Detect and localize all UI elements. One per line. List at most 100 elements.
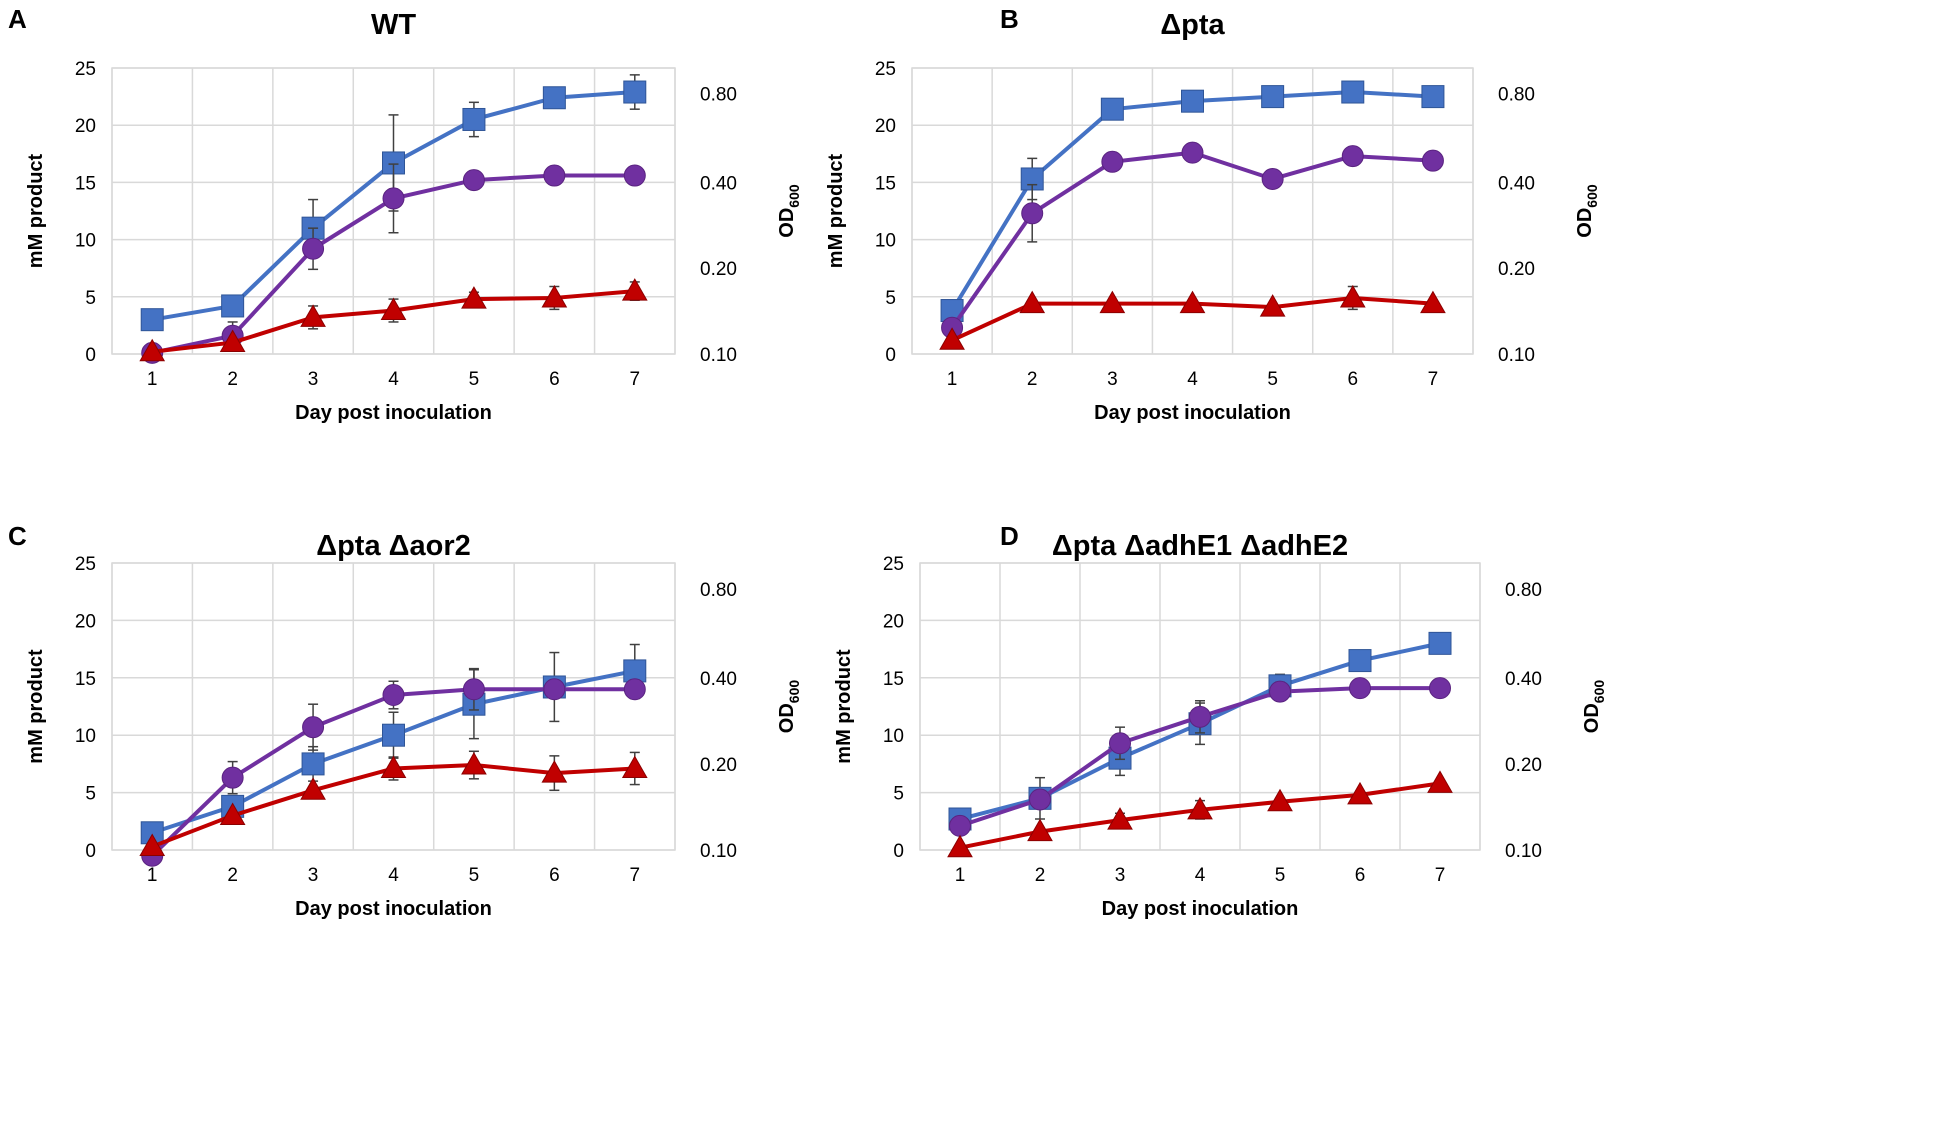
chart-title: WT — [371, 9, 416, 41]
series-purple-circles — [141, 667, 646, 867]
data-point-circle — [1429, 677, 1451, 700]
data-point-triangle — [541, 284, 568, 308]
data-point-circle — [462, 169, 485, 192]
data-point-circle — [949, 814, 971, 837]
data-point-triangle — [939, 327, 965, 350]
data-point-square — [1181, 89, 1204, 113]
data-point-circle — [1269, 680, 1291, 703]
series-purple-circles — [141, 163, 646, 364]
y-tick-label: 0 — [893, 841, 904, 862]
y2-axis-label-sub: 600 — [1591, 680, 1607, 704]
x-tick-label: 2 — [1035, 865, 1046, 886]
chart-title: Δpta — [1160, 9, 1225, 41]
data-point-triangle — [1099, 290, 1126, 314]
x-tick-label: 1 — [147, 369, 158, 390]
data-point-circle — [302, 237, 325, 260]
data-point-triangle — [461, 286, 487, 309]
x-tick-label: 7 — [1428, 369, 1439, 390]
data-point-circle — [1029, 788, 1051, 811]
y2-axis-label-main: OD — [776, 703, 798, 733]
x-tick-label: 6 — [549, 865, 560, 886]
x-tick-label: 6 — [1355, 865, 1366, 886]
chart-title: Δpta ΔadhE1 ΔadhE2 — [1052, 530, 1348, 562]
x-tick-label: 5 — [469, 369, 480, 390]
series-red-triangles — [947, 770, 1453, 858]
y-tick-label: 5 — [885, 288, 896, 309]
data-point-square — [1428, 631, 1452, 655]
y-tick-label: 20 — [883, 611, 904, 632]
data-point-triangle — [1179, 290, 1206, 314]
y-tick-label: 0 — [85, 841, 96, 862]
y-axis-label: mM product — [825, 153, 847, 268]
data-point-circle — [1101, 150, 1124, 173]
data-point-circle — [1349, 677, 1371, 700]
data-point-square — [462, 107, 486, 131]
x-tick-label: 4 — [1195, 865, 1206, 886]
x-tick-label: 5 — [1275, 865, 1286, 886]
data-point-circle — [543, 164, 566, 187]
y2-axis-label: OD600 — [1574, 184, 1600, 238]
y2-tick-label: 0.80 — [700, 580, 737, 601]
data-point-triangle — [1187, 796, 1213, 820]
data-point-triangle — [621, 755, 648, 778]
y2-axis-label-main: OD — [1574, 208, 1596, 238]
y-tick-label: 5 — [85, 784, 96, 805]
y2-tick-label: 0.10 — [700, 345, 737, 366]
plot-frame — [911, 67, 1474, 355]
y-axis-label: mM product — [25, 649, 47, 764]
y2-tick-label: 0.20 — [1498, 259, 1535, 280]
y-tick-label: 5 — [85, 288, 96, 309]
y2-axis-label-main: OD — [1581, 703, 1603, 733]
panel-letter: D — [1000, 521, 1019, 551]
panel-a: A WT 0 5 10 15 20 25 1 2 3 4 5 6 7 0.10 0.20 0.40 0.80 Day … — [8, 4, 802, 424]
y-tick-label: 20 — [75, 116, 96, 137]
panel-c: C Δpta Δaor2 0 5 10 15 20 25 1 2 3 4 5 6 7 0.10 0.20 0.40… — [8, 521, 802, 920]
x-axis-label: Day post inoculation — [1102, 898, 1299, 920]
data-point-circle — [1181, 141, 1204, 164]
data-point-triangle — [380, 755, 407, 778]
series-purple-circles — [949, 677, 1451, 837]
y-tick-label: 25 — [875, 59, 896, 80]
data-point-triangle — [380, 297, 407, 321]
y-tick-label: 25 — [75, 554, 96, 575]
data-point-square — [1348, 649, 1372, 673]
data-point-triangle — [621, 278, 648, 301]
x-tick-label: 2 — [227, 369, 238, 390]
data-point-triangle — [1420, 290, 1446, 314]
x-tick-label: 1 — [147, 865, 158, 886]
data-point-triangle — [1019, 290, 1046, 314]
y2-tick-label: 0.40 — [700, 173, 737, 194]
data-point-circle — [302, 716, 325, 739]
y-tick-label: 20 — [75, 611, 96, 632]
y-axis-label: mM product — [833, 649, 855, 764]
data-point-square — [221, 294, 245, 318]
data-point-triangle — [1107, 807, 1133, 830]
panel-b: B Δpta 0 5 10 15 20 25 1 2 3 4 5 6 7 0.10 0.20 0.40 0.80 Da… — [825, 4, 1600, 424]
data-point-circle — [1109, 732, 1131, 755]
x-tick-label: 3 — [308, 865, 319, 886]
data-point-square — [623, 80, 647, 104]
y2-tick-label: 0.80 — [1498, 85, 1535, 106]
data-point-square — [382, 723, 405, 747]
y-tick-label: 25 — [883, 554, 904, 575]
x-tick-label: 3 — [1107, 369, 1118, 390]
series-red-triangles — [139, 750, 648, 857]
series-blue-squares — [140, 74, 647, 332]
panel-d: D Δpta ΔadhE1 ΔadhE2 0 5 10 15 20 25 1 2 3 4 5 6 7 0.10… — [833, 521, 1607, 920]
data-point-circle — [221, 766, 244, 789]
y2-tick-label: 0.10 — [700, 841, 737, 862]
series-blue-squares — [940, 80, 1445, 323]
y-tick-label: 15 — [75, 173, 96, 194]
data-point-triangle — [1427, 770, 1453, 793]
data-point-triangle — [300, 304, 326, 327]
data-point-triangle — [1339, 284, 1366, 308]
plot-frame — [111, 562, 676, 851]
x-tick-label: 1 — [947, 369, 958, 390]
y2-tick-label: 0.40 — [700, 669, 737, 690]
plot-frame — [111, 67, 676, 355]
data-point-triangle — [1347, 781, 1373, 805]
series-purple-circles — [941, 141, 1444, 339]
y2-tick-label: 0.20 — [700, 259, 737, 280]
y-tick-label: 25 — [75, 59, 96, 80]
